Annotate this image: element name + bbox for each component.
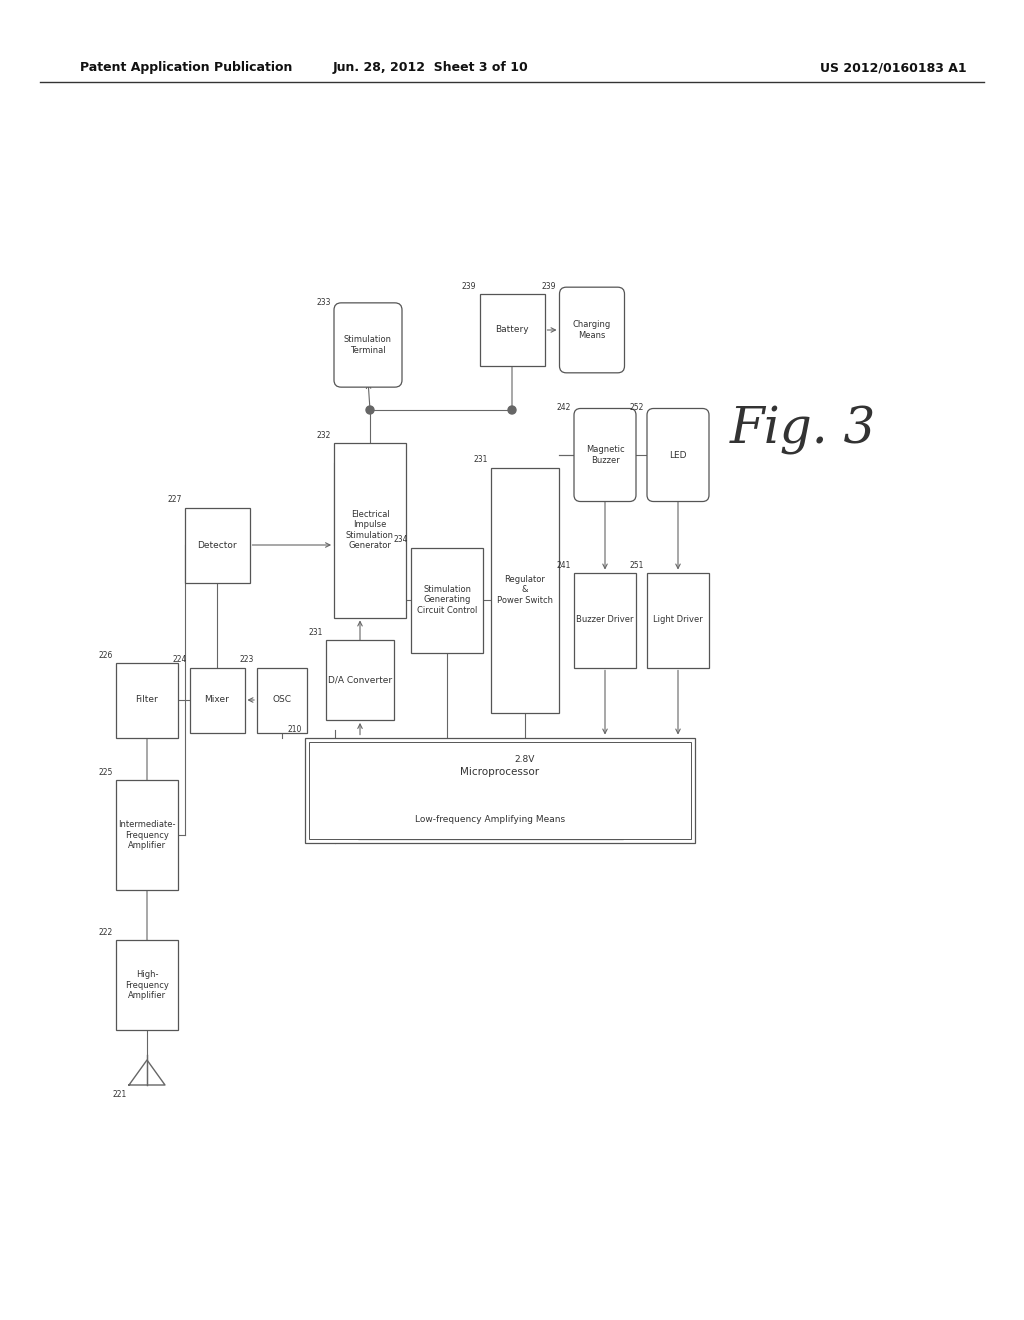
Text: 239: 239 bbox=[542, 282, 556, 290]
Text: Fig. 3: Fig. 3 bbox=[730, 405, 877, 454]
Text: 232: 232 bbox=[316, 430, 331, 440]
Text: Stimulation
Terminal: Stimulation Terminal bbox=[344, 335, 392, 355]
Text: 239: 239 bbox=[462, 282, 476, 290]
Text: Patent Application Publication: Patent Application Publication bbox=[80, 62, 293, 74]
Bar bbox=[357, 801, 623, 840]
Text: High-
Frequency
Amplifier: High- Frequency Amplifier bbox=[125, 970, 169, 1001]
Text: Jun. 28, 2012  Sheet 3 of 10: Jun. 28, 2012 Sheet 3 of 10 bbox=[332, 62, 528, 74]
Bar bbox=[490, 467, 559, 713]
Text: 225: 225 bbox=[98, 768, 113, 777]
Text: 241: 241 bbox=[557, 561, 571, 569]
FancyBboxPatch shape bbox=[559, 288, 625, 372]
Bar bbox=[305, 738, 695, 842]
Text: 222: 222 bbox=[98, 928, 113, 937]
Text: Low-frequency Amplifying Means: Low-frequency Amplifying Means bbox=[415, 816, 565, 825]
Text: 251: 251 bbox=[630, 561, 644, 569]
Bar bbox=[411, 548, 483, 652]
FancyBboxPatch shape bbox=[334, 302, 402, 387]
Text: 231: 231 bbox=[308, 628, 323, 638]
Text: 252: 252 bbox=[630, 403, 644, 412]
Text: 224: 224 bbox=[172, 656, 186, 664]
Bar bbox=[479, 294, 545, 366]
Bar bbox=[309, 742, 691, 838]
Text: 231: 231 bbox=[474, 455, 488, 465]
Text: 242: 242 bbox=[557, 403, 571, 412]
Text: Charging
Means: Charging Means bbox=[572, 321, 611, 339]
FancyBboxPatch shape bbox=[574, 408, 636, 502]
Text: Stimulation
Generating
Circuit Control: Stimulation Generating Circuit Control bbox=[417, 585, 477, 615]
Circle shape bbox=[366, 407, 374, 414]
Bar bbox=[116, 663, 178, 738]
Text: 210: 210 bbox=[288, 726, 302, 734]
Text: US 2012/0160183 A1: US 2012/0160183 A1 bbox=[820, 62, 967, 74]
Text: Mixer: Mixer bbox=[205, 696, 229, 705]
Bar bbox=[490, 741, 559, 779]
Bar bbox=[257, 668, 307, 733]
Text: 233: 233 bbox=[316, 298, 331, 308]
Text: Buzzer Driver: Buzzer Driver bbox=[577, 615, 634, 624]
Bar bbox=[189, 668, 245, 733]
Bar bbox=[116, 780, 178, 890]
Text: LED: LED bbox=[670, 450, 687, 459]
Text: 234: 234 bbox=[393, 536, 408, 544]
Bar bbox=[326, 640, 394, 719]
Text: OSC: OSC bbox=[272, 696, 292, 705]
Text: Battery: Battery bbox=[496, 326, 528, 334]
Text: 221: 221 bbox=[113, 1090, 127, 1100]
Bar bbox=[184, 507, 250, 582]
Text: D/A Converter: D/A Converter bbox=[328, 676, 392, 685]
Bar bbox=[116, 940, 178, 1030]
Text: Intermediate-
Frequency
Amplifier: Intermediate- Frequency Amplifier bbox=[118, 820, 176, 850]
Text: Electrical
Impulse
Stimulation
Generator: Electrical Impulse Stimulation Generator bbox=[346, 510, 394, 550]
Bar bbox=[334, 442, 406, 618]
Text: Microprocessor: Microprocessor bbox=[461, 767, 540, 777]
Circle shape bbox=[508, 407, 516, 414]
Bar bbox=[647, 573, 709, 668]
Text: 2.8V: 2.8V bbox=[515, 755, 536, 764]
Text: Magnetic
Buzzer: Magnetic Buzzer bbox=[586, 445, 625, 465]
FancyBboxPatch shape bbox=[647, 408, 709, 502]
Text: Detector: Detector bbox=[198, 540, 237, 549]
Bar bbox=[574, 573, 636, 668]
Text: Filter: Filter bbox=[135, 696, 159, 705]
Text: 227: 227 bbox=[167, 495, 181, 504]
Text: 223: 223 bbox=[240, 656, 254, 664]
Text: Light Driver: Light Driver bbox=[653, 615, 702, 624]
Text: 226: 226 bbox=[98, 651, 113, 660]
Text: Regulator
&
Power Switch: Regulator & Power Switch bbox=[497, 576, 553, 605]
